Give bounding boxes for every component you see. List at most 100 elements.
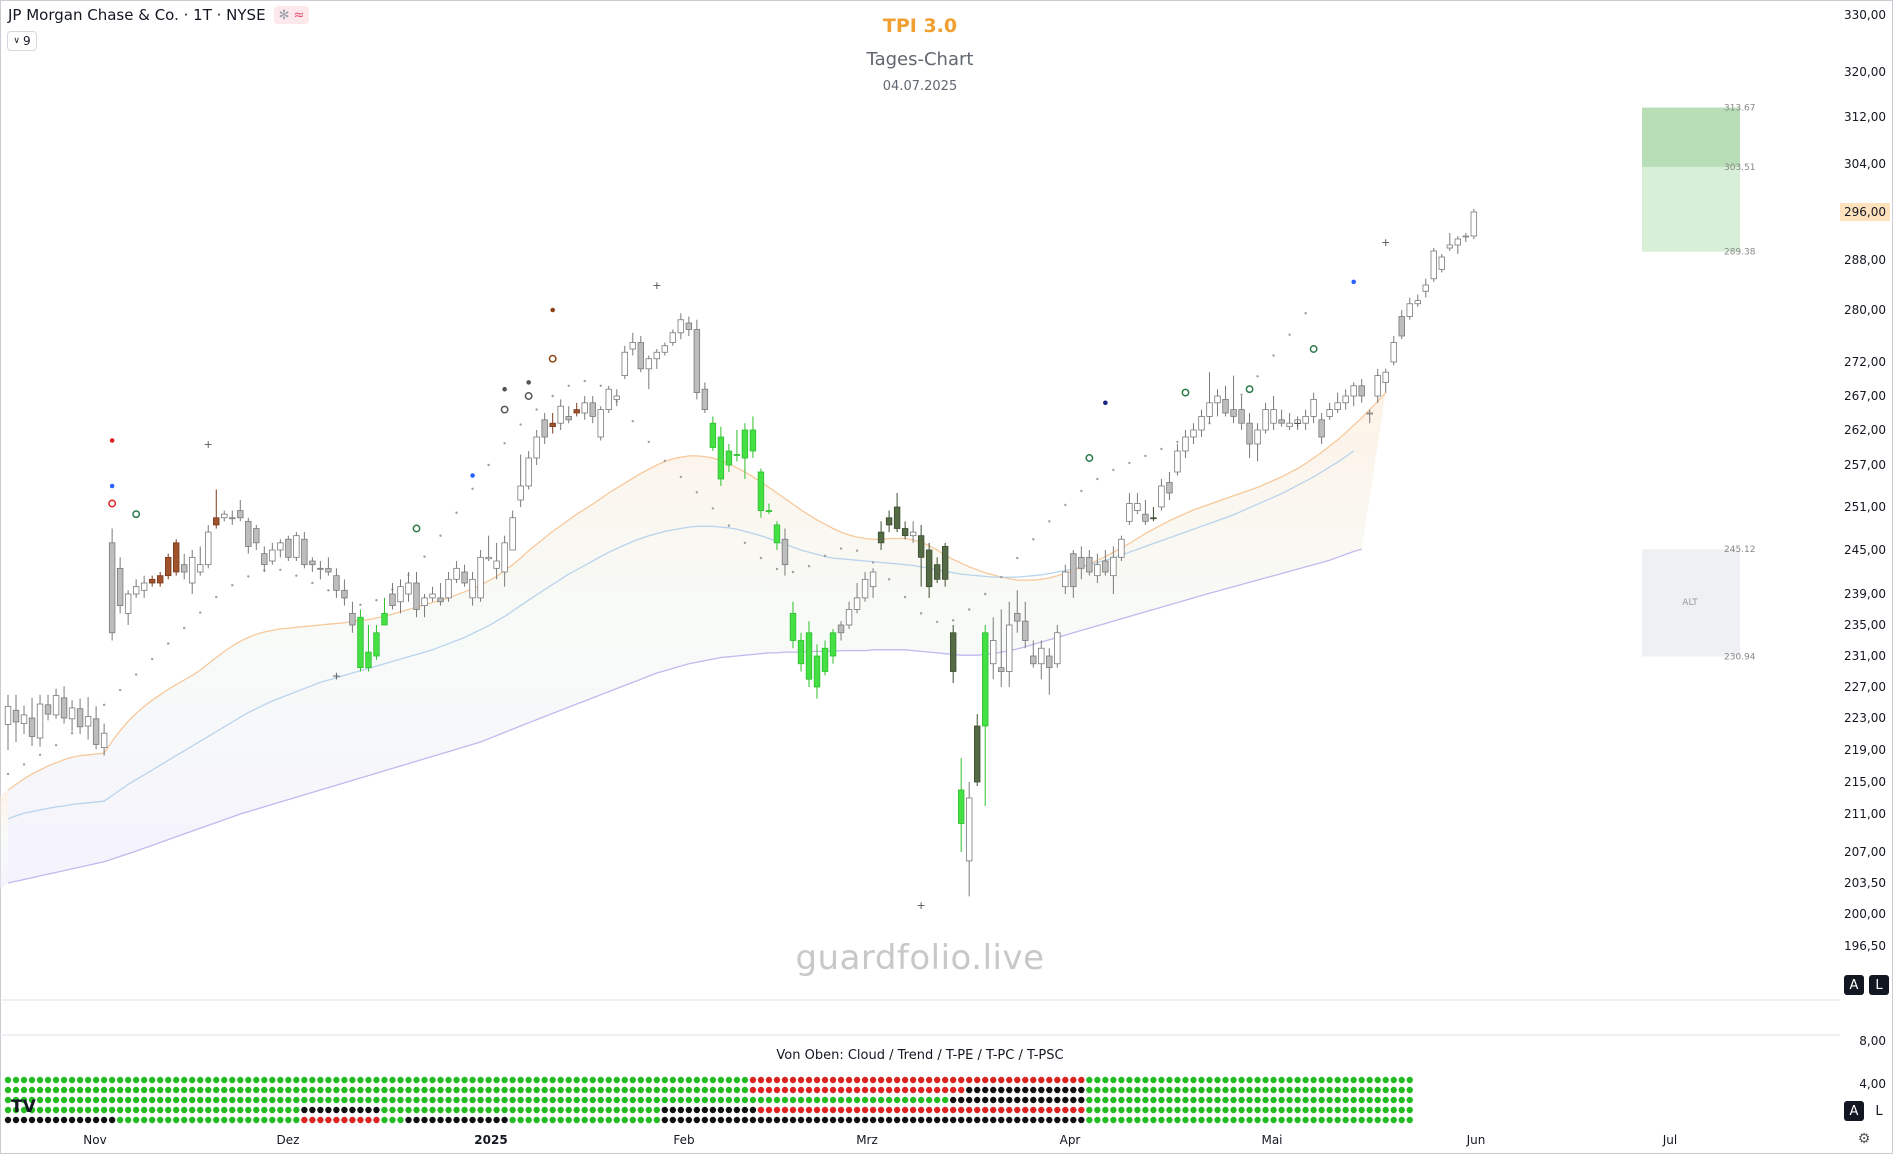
candle-body xyxy=(933,564,941,580)
indicator-dot xyxy=(1230,1086,1237,1094)
indicator-dot xyxy=(853,1076,861,1084)
candle-body xyxy=(213,517,220,526)
indicator-dot xyxy=(365,1086,372,1094)
trail-dot xyxy=(231,584,234,587)
indicator-dot xyxy=(285,1096,292,1104)
indicator-dot xyxy=(1150,1086,1157,1094)
indicator-dot xyxy=(501,1086,508,1094)
indicator-dot xyxy=(861,1076,869,1084)
indicator-dot xyxy=(1230,1076,1237,1084)
candle-body xyxy=(637,342,644,370)
indicator-dot xyxy=(285,1076,292,1084)
symbol-header[interactable]: JP Morgan Chase & Co. · 1T · NYSE ✻ ≈ xyxy=(8,6,310,24)
indicator-dot xyxy=(493,1106,500,1114)
indicator-dot xyxy=(949,1086,957,1094)
indicator-dot xyxy=(1278,1116,1285,1124)
candle-body xyxy=(1430,250,1437,280)
candle-body xyxy=(309,560,316,566)
indicator-dot xyxy=(108,1086,116,1094)
sub-log-scale-button[interactable]: L xyxy=(1869,1101,1889,1121)
indicator-dot xyxy=(1102,1096,1109,1104)
candle-body xyxy=(285,538,292,558)
candle-body xyxy=(1414,300,1421,305)
signal-dot xyxy=(526,380,531,385)
symbol-title[interactable]: JP Morgan Chase & Co. · 1T · NYSE xyxy=(8,6,266,24)
trail-dot xyxy=(567,384,570,387)
candle-body xyxy=(237,510,244,519)
indicator-dot xyxy=(381,1096,388,1104)
trail-dot xyxy=(167,642,170,645)
indicator-dot xyxy=(309,1106,316,1114)
indicator-dot xyxy=(44,1096,52,1104)
candle-body xyxy=(1014,612,1021,622)
tradingview-logo[interactable]: TV xyxy=(11,1097,36,1117)
indicator-dot xyxy=(1286,1076,1293,1084)
candle-body xyxy=(116,567,124,607)
candle-body xyxy=(373,632,380,657)
indicator-dot xyxy=(717,1106,725,1114)
indicator-dot xyxy=(213,1086,220,1094)
trail-dot xyxy=(935,620,939,624)
indicator-dot xyxy=(845,1096,853,1104)
indicator-dot xyxy=(181,1076,188,1084)
price-axis-tick: 251,00 xyxy=(1844,500,1886,514)
trail-dot xyxy=(471,487,474,490)
indicator-dot xyxy=(1118,1106,1125,1114)
ema-fast-line xyxy=(7,392,1387,791)
price-axis-tick: 288,00 xyxy=(1844,253,1886,267)
indicator-dot xyxy=(1294,1076,1301,1084)
auto-scale-button[interactable]: A xyxy=(1844,975,1864,995)
indicator-dot xyxy=(821,1076,829,1084)
indicator-dot xyxy=(148,1076,156,1084)
indicator-dot xyxy=(837,1086,845,1094)
indicator-dot xyxy=(1014,1086,1021,1094)
price-axis-tick: 262,00 xyxy=(1844,423,1886,437)
indicator-dot xyxy=(148,1086,156,1094)
trail-dot xyxy=(295,574,298,577)
indicator-dot xyxy=(661,1116,669,1124)
candle-body xyxy=(76,708,84,728)
indicator-toggle-button[interactable]: ∨ 9 xyxy=(7,31,37,51)
indicator-dot xyxy=(1358,1116,1365,1124)
indicator-dot xyxy=(453,1096,460,1104)
candle-body xyxy=(813,655,821,688)
candle-body xyxy=(990,640,997,665)
indicator-dot xyxy=(525,1116,532,1124)
cloud-band-edge xyxy=(0,790,8,889)
indicator-dot xyxy=(1134,1076,1141,1084)
indicator-dot xyxy=(12,1096,20,1104)
indicator-dot xyxy=(885,1076,893,1084)
indicator-dot xyxy=(693,1096,701,1104)
signal-dot xyxy=(109,483,115,489)
signal-ring xyxy=(1245,385,1254,394)
indicator-dot xyxy=(557,1096,564,1104)
indicator-dot xyxy=(60,1106,68,1114)
indicator-dot xyxy=(974,1086,981,1094)
candle-body xyxy=(92,718,100,745)
candle-body xyxy=(605,388,612,411)
indicator-dot xyxy=(933,1086,941,1094)
indicator-dot xyxy=(990,1086,997,1094)
indicator-dot xyxy=(341,1086,348,1094)
indicator-dot xyxy=(1014,1116,1021,1124)
indicator-dot xyxy=(1046,1116,1053,1124)
symbol-badges[interactable]: ✻ ≈ xyxy=(273,6,310,24)
indicator-dot xyxy=(1334,1096,1341,1104)
indicator-dot xyxy=(100,1106,108,1114)
indicator-dot xyxy=(677,1076,685,1084)
sub-auto-scale-button[interactable]: A xyxy=(1844,1101,1864,1121)
log-scale-button[interactable]: L xyxy=(1869,975,1889,995)
target-zone-upper xyxy=(1642,107,1740,167)
indicator-dot xyxy=(1374,1086,1381,1094)
settings-gear-icon[interactable]: ⚙ xyxy=(1857,1131,1871,1147)
trail-dot xyxy=(663,459,667,462)
indicator-dot xyxy=(613,1096,620,1104)
indicator-dot xyxy=(974,1116,981,1124)
indicator-dot xyxy=(269,1076,276,1084)
indicator-dot xyxy=(1182,1096,1189,1104)
candle-body xyxy=(253,528,260,544)
indicator-dot xyxy=(629,1096,636,1104)
indicator-dot xyxy=(917,1076,925,1084)
indicator-dot xyxy=(445,1076,452,1084)
